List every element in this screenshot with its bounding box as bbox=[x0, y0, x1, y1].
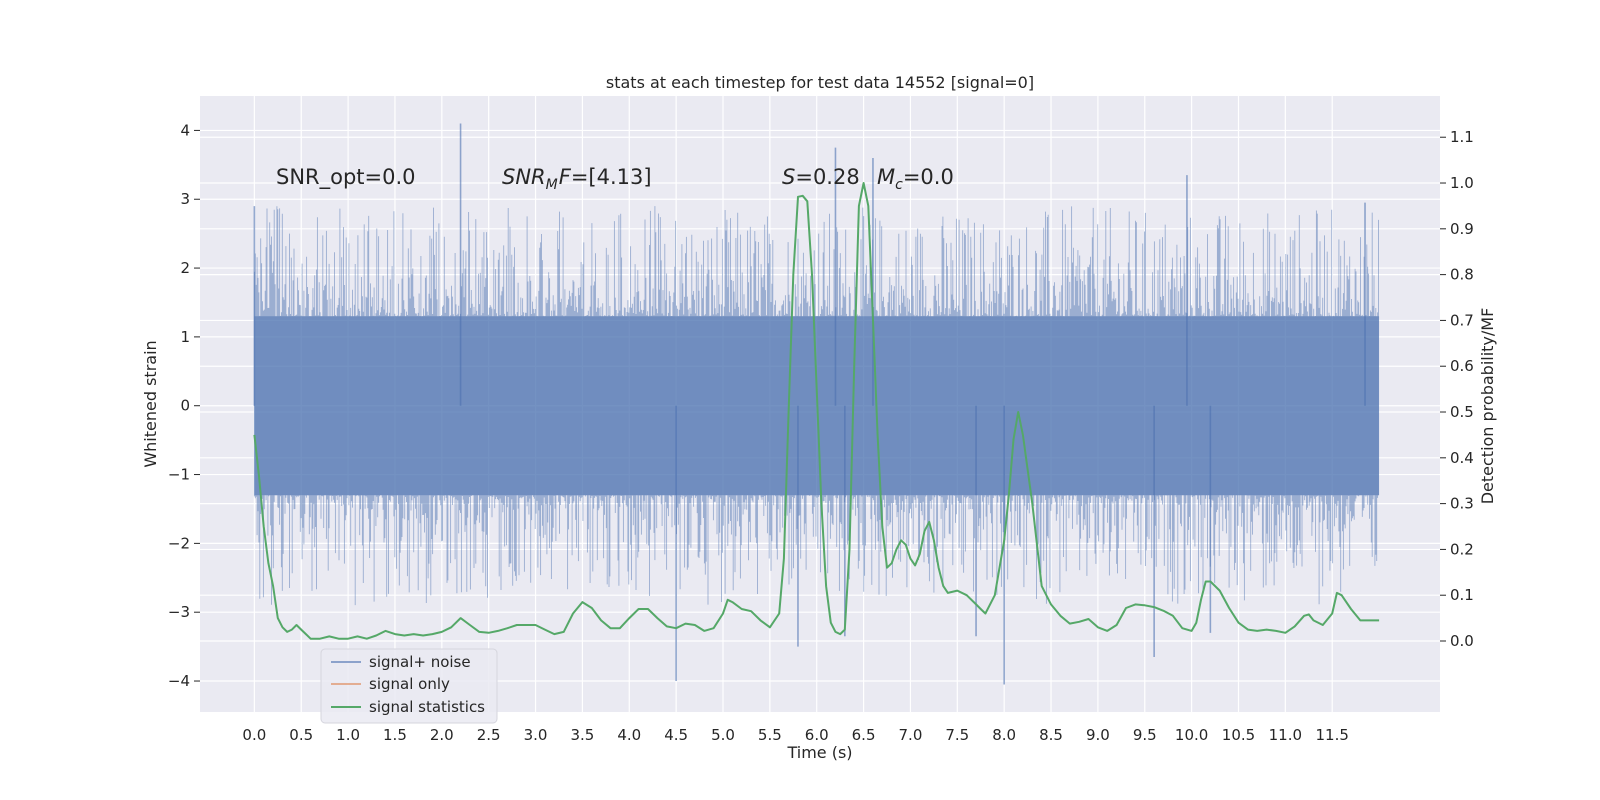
y2-tick-label: 1.1 bbox=[1450, 128, 1474, 146]
y-tick-label: −4 bbox=[168, 672, 190, 690]
y-tick-label: −3 bbox=[168, 603, 190, 621]
x-tick-label: 1.5 bbox=[383, 726, 407, 744]
y-tick-label: 3 bbox=[180, 190, 190, 208]
y-axis-label: Whitened strain bbox=[141, 340, 160, 467]
y-tick-label: −1 bbox=[168, 466, 190, 484]
x-tick-label: 2.0 bbox=[430, 726, 454, 744]
y2-tick-label: 0.7 bbox=[1450, 311, 1474, 329]
legend: signal+ noise signal only signal statist… bbox=[320, 648, 498, 724]
x-tick-label: 4.5 bbox=[664, 726, 688, 744]
x-tick-label: 11.5 bbox=[1316, 726, 1349, 744]
y2-tick-label: 1.0 bbox=[1450, 174, 1474, 192]
y2-axis-ticks: 0.0 0.1 0.2 0.3 0.4 0.5 0.6 0.7 0.8 0.9 1.0 1.1 bbox=[1440, 128, 1474, 650]
legend-label-signal-statistics: signal statistics bbox=[369, 698, 485, 716]
y2-tick-label: 0.9 bbox=[1450, 220, 1474, 238]
y2-tick-label: 0.6 bbox=[1450, 357, 1474, 375]
statistics-line bbox=[253, 182, 1380, 640]
y2-tick-label: 0.8 bbox=[1450, 266, 1474, 284]
y2-tick-label: 0.1 bbox=[1450, 586, 1474, 604]
legend-label-signal-plus-noise: signal+ noise bbox=[369, 653, 471, 671]
y2-tick-label: 0.3 bbox=[1450, 495, 1474, 513]
y-tick-label: 1 bbox=[180, 328, 190, 346]
x-tick-label: 11.0 bbox=[1269, 726, 1302, 744]
y2-tick-label: 0.0 bbox=[1450, 632, 1474, 650]
x-tick-label: 4.0 bbox=[617, 726, 641, 744]
x-tick-label: 10.5 bbox=[1222, 726, 1255, 744]
annotation-snr-mf: SNRMF=[4.13] bbox=[502, 165, 652, 193]
annotation-snr-opt: SNR_opt=0.0 bbox=[276, 165, 416, 190]
series-signal-statistics bbox=[253, 182, 1380, 640]
x-tick-label: 6.0 bbox=[805, 726, 829, 744]
x-tick-label: 0.5 bbox=[289, 726, 313, 744]
legend-label-signal-only: signal only bbox=[369, 675, 450, 693]
x-tick-label: 10.0 bbox=[1175, 726, 1208, 744]
x-tick-label: 7.5 bbox=[945, 726, 969, 744]
x-tick-label: 7.0 bbox=[899, 726, 923, 744]
x-tick-label: 9.5 bbox=[1133, 726, 1157, 744]
x-tick-label: 0.0 bbox=[242, 726, 266, 744]
x-tick-label: 9.0 bbox=[1086, 726, 1110, 744]
annotation-s: S=0.28 bbox=[782, 165, 860, 189]
y2-tick-label: 0.5 bbox=[1450, 403, 1474, 421]
y2-tick-label: 0.2 bbox=[1450, 540, 1474, 558]
y-tick-label: 0 bbox=[180, 397, 190, 415]
x-tick-label: 2.5 bbox=[477, 726, 501, 744]
annotation-mc: Mc=0.0 bbox=[877, 165, 954, 193]
y-tick-label: 4 bbox=[180, 121, 190, 139]
chart-title: stats at each timestep for test data 145… bbox=[606, 73, 1034, 92]
y-tick-label: 2 bbox=[180, 259, 190, 277]
x-axis-ticks: 0.0 0.5 1.0 1.5 2.0 2.5 3.0 3.5 4.0 4.5 5.0 5.5 6.0 6… bbox=[242, 726, 1348, 744]
x-tick-label: 5.0 bbox=[711, 726, 735, 744]
x-axis-label: Time (s) bbox=[786, 743, 852, 762]
x-tick-label: 1.0 bbox=[336, 726, 360, 744]
x-tick-label: 3.5 bbox=[570, 726, 594, 744]
x-tick-label: 6.5 bbox=[852, 726, 876, 744]
x-tick-label: 8.0 bbox=[992, 726, 1016, 744]
y2-tick-label: 0.4 bbox=[1450, 449, 1474, 467]
x-tick-label: 8.5 bbox=[1039, 726, 1063, 744]
y-tick-label: −2 bbox=[168, 534, 190, 552]
y2-axis-label: Detection probability/MF bbox=[1478, 308, 1497, 505]
x-tick-label: 5.5 bbox=[758, 726, 782, 744]
y-axis-ticks: −4 −3 −2 −1 0 1 2 3 4 bbox=[168, 121, 200, 690]
legend-box bbox=[320, 648, 498, 724]
x-tick-label: 3.0 bbox=[524, 726, 548, 744]
